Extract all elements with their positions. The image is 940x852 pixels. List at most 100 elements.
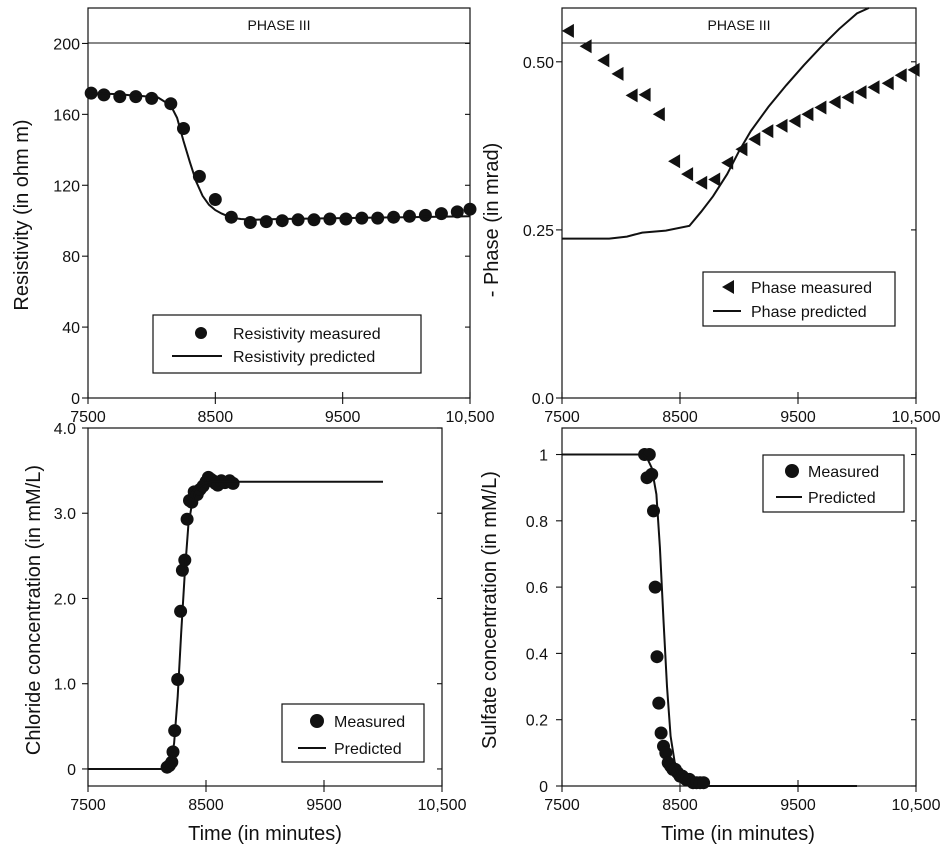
measured-point bbox=[735, 142, 748, 157]
x-tick-label: 7500 bbox=[544, 409, 580, 426]
data-marks bbox=[561, 7, 920, 240]
measured-point bbox=[611, 66, 624, 81]
y-tick-label: 0.6 bbox=[526, 580, 548, 597]
resistivity-panel: PHASE III 7500 8500 9500 10,500 0 40 80 120 160 2… bbox=[11, 7, 495, 426]
measured-point bbox=[907, 62, 920, 77]
measured-point bbox=[867, 80, 880, 95]
x-tick-label: 9500 bbox=[306, 797, 342, 814]
y-tick-label: 0.8 bbox=[526, 514, 548, 531]
legend-label-predicted: Predicted bbox=[334, 741, 402, 758]
measured-point bbox=[208, 193, 222, 206]
x-axis-label: Time (in minutes) bbox=[661, 823, 815, 845]
chloride-panel: 7500 8500 9500 10,500 0 1.0 2.0 3.0 4.0 Chloride… bbox=[23, 421, 467, 845]
x-tick-label: 7500 bbox=[70, 797, 106, 814]
measured-point bbox=[814, 100, 827, 115]
y-tick-label: 1.0 bbox=[54, 677, 76, 694]
measured-point bbox=[828, 95, 841, 110]
y-tick-label: 160 bbox=[53, 107, 80, 124]
legend-label-predicted: Phase predicted bbox=[751, 304, 867, 321]
measured-point bbox=[243, 216, 257, 229]
measured-point bbox=[652, 107, 665, 122]
x-tick-label: 9500 bbox=[325, 409, 361, 426]
y-tick-label: 2.0 bbox=[54, 591, 76, 608]
phase-band-label: PHASE III bbox=[707, 17, 770, 33]
x-tick-label: 9500 bbox=[780, 797, 816, 814]
x-tick-label: 8500 bbox=[662, 409, 698, 426]
legend-circle-marker bbox=[785, 464, 799, 478]
data-marks bbox=[84, 86, 477, 229]
measured-point bbox=[638, 87, 651, 102]
measured-point bbox=[625, 88, 638, 103]
measured-point bbox=[145, 91, 159, 105]
y-tick-label: 80 bbox=[62, 249, 80, 266]
measured-point bbox=[259, 215, 273, 229]
measured-point bbox=[642, 448, 656, 461]
measured-point bbox=[648, 580, 662, 594]
measured-point bbox=[854, 85, 867, 100]
measured-point bbox=[434, 207, 448, 221]
y-tick-label: 0.2 bbox=[526, 713, 548, 730]
legend-label-measured: Measured bbox=[808, 464, 879, 481]
x-axis-label: Time (in minutes) bbox=[188, 823, 342, 845]
phase-band-label: PHASE III bbox=[247, 17, 310, 33]
measured-point bbox=[291, 213, 305, 227]
x-tick-label: 10,500 bbox=[418, 797, 467, 814]
y-axis-label: Sulfate concentration (in mM/L) bbox=[479, 471, 501, 749]
y-tick-label: 0 bbox=[71, 391, 80, 408]
measured-point bbox=[697, 776, 711, 790]
axis-ticks: 7500 8500 9500 10,500 0 40 80 120 160 200 bbox=[53, 36, 494, 426]
measured-point bbox=[659, 746, 673, 760]
y-tick-label: 40 bbox=[62, 320, 80, 337]
legend: Phase measured Phase predicted bbox=[702, 271, 896, 327]
axis-ticks: 7500 8500 9500 10,500 0 0.2 0.4 0.6 0.8 1 bbox=[526, 448, 940, 814]
measured-point bbox=[668, 154, 681, 169]
x-tick-label: 10,500 bbox=[446, 409, 495, 426]
measured-point bbox=[450, 205, 464, 219]
plot-frame bbox=[561, 427, 917, 787]
legend-triangle-marker bbox=[722, 280, 734, 294]
measured-point bbox=[801, 107, 814, 122]
measured-point bbox=[129, 90, 143, 104]
y-tick-label: 0 bbox=[539, 779, 548, 796]
legend-label-measured: Phase measured bbox=[751, 280, 872, 297]
data-marks bbox=[88, 470, 383, 774]
measured-point bbox=[113, 90, 127, 104]
legend: Resistivity measured Resistivity predict… bbox=[152, 314, 422, 374]
x-tick-label: 8500 bbox=[662, 797, 698, 814]
measured-point bbox=[180, 512, 194, 526]
y-tick-label: 3.0 bbox=[54, 506, 76, 523]
measured-point bbox=[788, 114, 801, 128]
measured-point bbox=[652, 696, 666, 710]
measured-point bbox=[708, 172, 721, 187]
measured-point bbox=[579, 39, 592, 54]
data-marks bbox=[562, 448, 857, 790]
phase-panel: PHASE III 7500 8500 9500 10,5000.00.250.50 … bbox=[481, 7, 940, 426]
legend-box bbox=[152, 314, 422, 374]
legend-circle-marker bbox=[195, 327, 207, 339]
predicted-line bbox=[562, 7, 870, 240]
measured-point bbox=[307, 213, 321, 227]
measured-point bbox=[841, 90, 854, 105]
measured-point bbox=[645, 467, 659, 481]
measured-point bbox=[275, 214, 289, 228]
axis-ticks: 7500 8500 9500 10,500 0.0 0.25 0.50 bbox=[523, 55, 940, 426]
y-tick-label: 200 bbox=[53, 36, 80, 53]
legend-label-predicted: Resistivity predicted bbox=[233, 349, 375, 366]
legend-label-measured: Measured bbox=[334, 714, 405, 731]
measured-point bbox=[597, 53, 610, 68]
x-tick-label: 9500 bbox=[780, 409, 816, 426]
measured-point bbox=[761, 124, 774, 139]
measured-point bbox=[650, 650, 664, 664]
measured-point bbox=[463, 202, 477, 216]
x-tick-label: 10,500 bbox=[892, 797, 940, 814]
legend-label-measured: Resistivity measured bbox=[233, 326, 381, 343]
x-tick-label: 8500 bbox=[188, 797, 224, 814]
legend-box bbox=[702, 271, 896, 327]
legend-label-predicted: Predicted bbox=[808, 490, 876, 507]
x-tick-label: 7500 bbox=[544, 797, 580, 814]
y-tick-label: 0 bbox=[67, 762, 76, 779]
y-tick-label: 4.0 bbox=[54, 421, 76, 438]
measured-point bbox=[226, 476, 240, 490]
plot-frame bbox=[561, 7, 917, 399]
